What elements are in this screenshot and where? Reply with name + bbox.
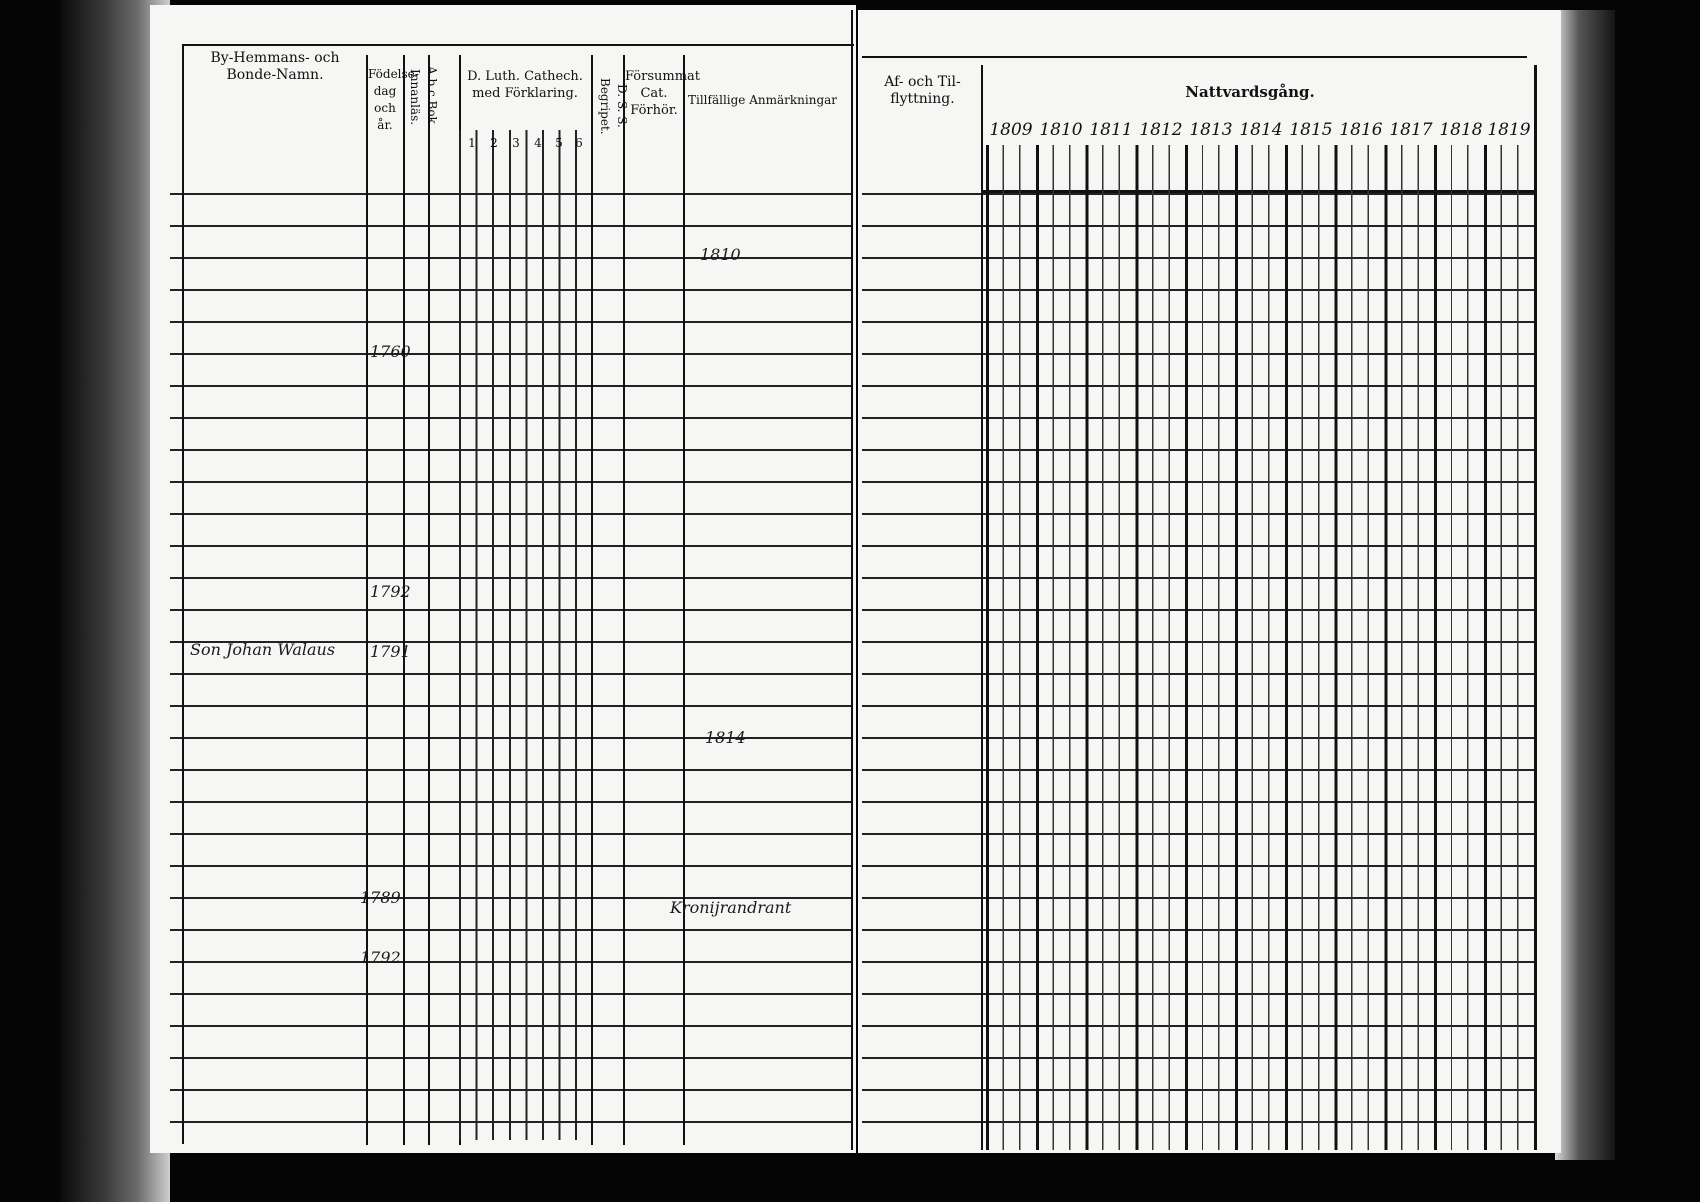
right-edge-left-page	[851, 10, 853, 1150]
col-divider	[428, 55, 430, 1145]
col-divider	[403, 55, 405, 1145]
top-rule	[862, 56, 1527, 58]
part-1: 1	[468, 136, 476, 150]
header-moves: Af- och Til-flyttning.	[884, 74, 961, 107]
entry-year: 1789	[360, 888, 401, 907]
remark: Kronijrandrant	[670, 898, 792, 917]
top-rule	[184, 44, 854, 46]
header-dss: D. S. S. Begripet.	[598, 77, 629, 135]
year-1818: 1818	[1439, 120, 1483, 140]
col-divider	[366, 55, 368, 1145]
left-border	[182, 44, 184, 1144]
entry-year: 1792	[370, 582, 411, 601]
col-divider	[623, 55, 625, 1145]
year-1811: 1811	[1089, 120, 1133, 140]
year-1814: 1814	[1239, 120, 1283, 140]
col-divider	[591, 55, 593, 1145]
col-divider	[683, 55, 685, 1145]
part-6: 6	[575, 136, 583, 150]
year-1810: 1810	[1039, 120, 1083, 140]
header-communion: Nattvardsgång.	[1185, 83, 1315, 101]
year-1817: 1817	[1389, 120, 1433, 140]
remark: 1814	[705, 728, 746, 747]
col-divider	[981, 65, 983, 1150]
part-2: 2	[490, 136, 498, 150]
year-1816: 1816	[1339, 120, 1383, 140]
catechism-parts: 1 2 3 4 5 6	[461, 135, 591, 152]
remark: 1810	[700, 245, 741, 264]
entry-year: 1791	[370, 642, 411, 661]
communion-grid	[986, 145, 1534, 1150]
year-1813: 1813	[1189, 120, 1233, 140]
year-1819: 1819	[1487, 120, 1531, 140]
part-3: 3	[512, 136, 520, 150]
year-1812: 1812	[1139, 120, 1183, 140]
part-4: 4	[534, 136, 542, 150]
header-missed: Försummat Cat. Förhör.	[625, 69, 701, 118]
header-abc: A.b.c Bok. Innanläs.	[408, 66, 439, 128]
book-edge-right	[1555, 10, 1615, 1160]
header-names: By-Hemmans- och Bonde-Namn.	[210, 50, 340, 83]
year-1815: 1815	[1289, 120, 1333, 140]
right-border	[1534, 65, 1537, 1150]
header-remarks: Tillfällige Anmärkningar	[688, 93, 838, 107]
year-1809: 1809	[989, 120, 1033, 140]
entry-year: 1760	[370, 342, 411, 361]
part-5: 5	[555, 136, 563, 150]
entry-name: Son Johan Walaus	[190, 640, 336, 659]
header-birth: Födelse-dag och år.	[368, 67, 419, 132]
header-catechism: D. Luth. Cathech. med Förklaring.	[467, 69, 583, 101]
entry-year: 1792	[360, 948, 401, 967]
catechism-subgrid	[459, 130, 591, 1140]
